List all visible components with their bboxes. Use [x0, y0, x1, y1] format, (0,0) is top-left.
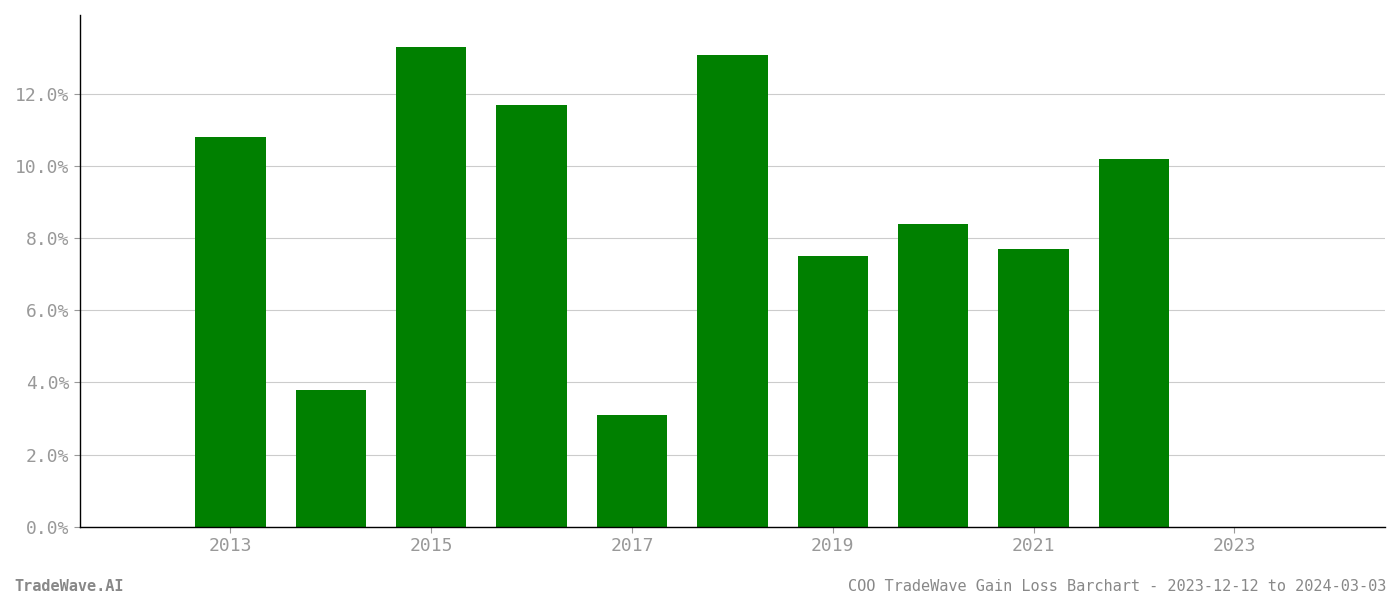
Bar	[295, 389, 365, 527]
Bar	[697, 55, 767, 527]
Bar	[497, 105, 567, 527]
Text: COO TradeWave Gain Loss Barchart - 2023-12-12 to 2024-03-03: COO TradeWave Gain Loss Barchart - 2023-…	[847, 579, 1386, 594]
Bar	[998, 249, 1068, 527]
Bar	[1099, 159, 1169, 527]
Text: TradeWave.AI: TradeWave.AI	[14, 579, 123, 594]
Bar	[596, 415, 668, 527]
Bar	[396, 47, 466, 527]
Bar	[798, 256, 868, 527]
Bar	[897, 224, 969, 527]
Bar	[195, 137, 266, 527]
